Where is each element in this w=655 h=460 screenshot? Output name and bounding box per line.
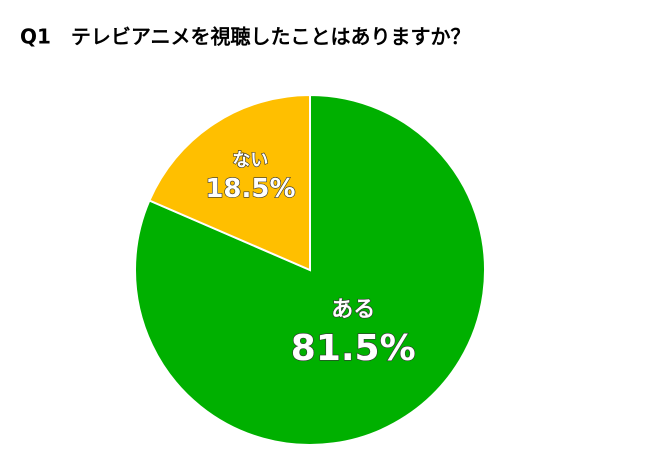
chart-title: Q1 テレビアニメを視聴したことはありますか？ bbox=[20, 25, 471, 49]
pie-slice bbox=[148, 93, 311, 272]
slice-label: ある bbox=[331, 298, 375, 323]
value-label: 81.5% bbox=[291, 328, 416, 369]
value-label: 18.5% bbox=[205, 174, 295, 204]
slice-label: ない bbox=[232, 150, 268, 171]
